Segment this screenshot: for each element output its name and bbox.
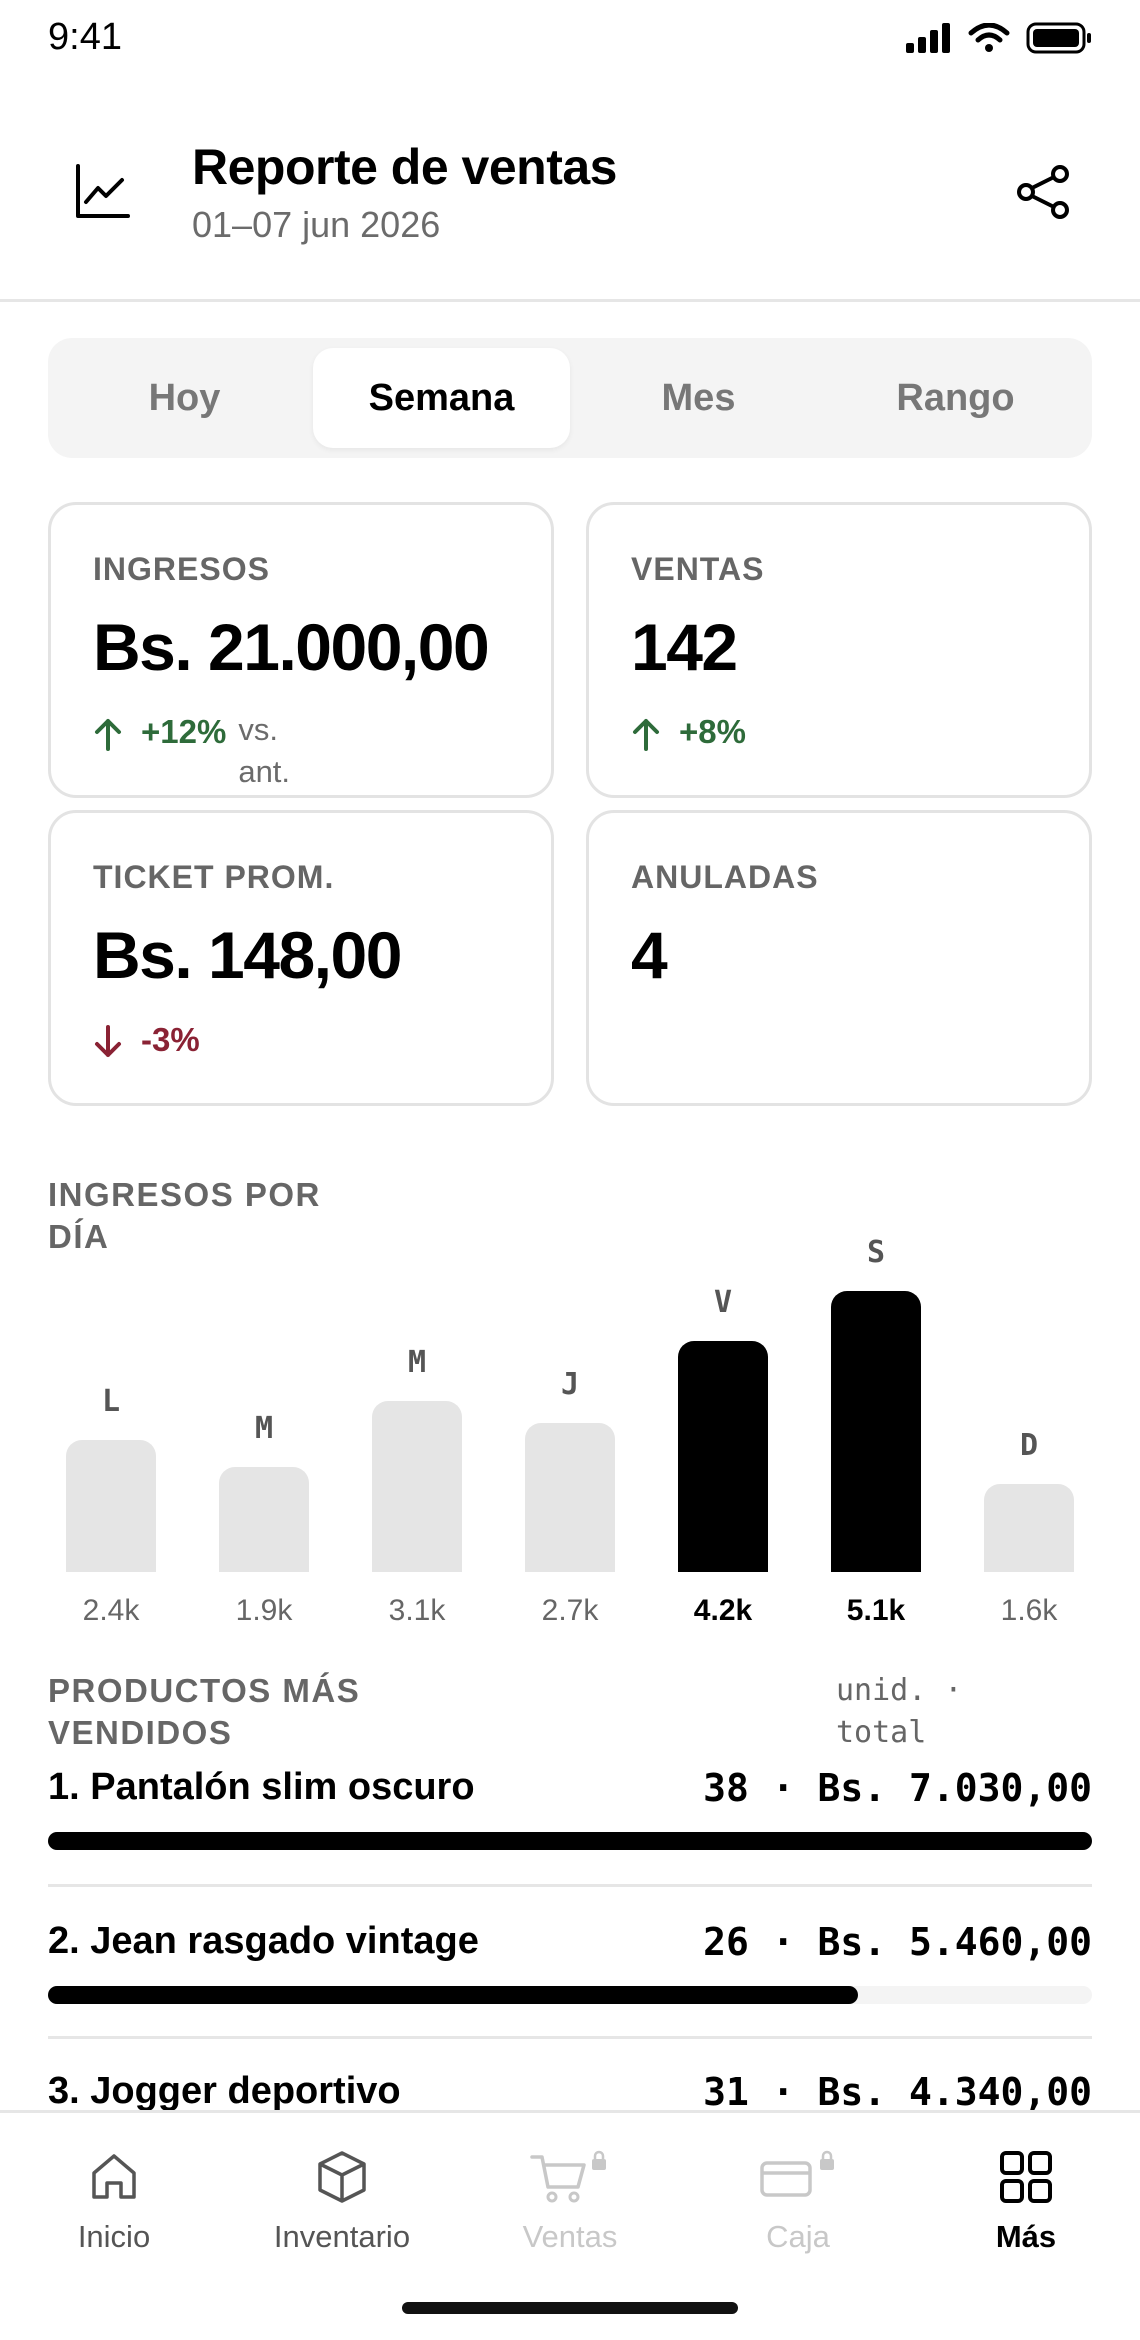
app-header: Reporte de ventas 01–07 jun 2026 [0, 120, 1140, 302]
bottom-tab-bar: Inicio Inventario Ventas Caja [0, 2110, 1140, 2340]
arrow-down-icon [95, 1025, 121, 1057]
products-title: PRODUCTOS MÁS VENDIDOS [48, 1672, 361, 1751]
kpi-label: INGRESOS [93, 551, 270, 587]
tab-ventas[interactable]: Ventas [456, 2147, 684, 2267]
home-indicator [402, 2302, 738, 2314]
kpi-card-ingresos: INGRESOS Bs. 21.000,00 +12% vs. ant. [48, 502, 554, 798]
kpi-delta: +8% [631, 713, 746, 751]
bar-day-label: S [866, 1235, 886, 1270]
arrow-up-icon [95, 719, 121, 751]
bar-value-label: 2.7k [541, 1594, 599, 1627]
kpi-label: ANULADAS [631, 859, 819, 895]
kpi-value: Bs. 148,00 [93, 918, 402, 992]
tab-label: Inicio [77, 2219, 151, 2254]
bar-day-label: V [713, 1285, 733, 1320]
kpi-delta: +12% vs. ant. [93, 712, 298, 793]
kpi-delta-note: vs. ant. [238, 712, 291, 789]
tab-label: Caja [766, 2219, 830, 2254]
kpi-delta-value: -3% [141, 1021, 200, 1058]
segment-mes[interactable]: Mes [661, 376, 736, 419]
bar-value-label: 3.1k [388, 1594, 446, 1627]
status-bar: 9:41 [0, 0, 1140, 80]
bar-day-label: D [1019, 1428, 1039, 1463]
wifi-icon [968, 23, 1010, 52]
product-name: 1. Pantalón slim oscuro [48, 1766, 475, 1808]
page-title: Reporte de ventas [192, 139, 617, 195]
status-time: 9:41 [48, 16, 122, 58]
divider [48, 1884, 1092, 1887]
bar-value-label: 4.2k [693, 1594, 753, 1627]
tab-label: Más [995, 2219, 1057, 2254]
bar-day-label: J [560, 1367, 580, 1402]
kpi-label: VENTAS [631, 551, 765, 587]
kpi-value: 142 [631, 610, 738, 684]
bar-value-label: 1.6k [1000, 1594, 1058, 1627]
kpi-delta-value: +8% [679, 713, 746, 750]
product-name: 3. Jogger deportivo [48, 2070, 401, 2112]
kpi-delta-value: +12% [141, 713, 227, 750]
tab-mas[interactable]: Más [912, 2147, 1140, 2267]
bar-1 [219, 1467, 309, 1572]
product-bar-track [48, 1986, 1092, 2004]
product-meta: 38 · Bs. 7.030,00 [703, 1766, 1092, 1810]
kpi-value: 4 [631, 918, 668, 992]
segment-hoy[interactable]: Hoy [148, 376, 221, 419]
kpi-delta: -3% [93, 1021, 200, 1059]
date-range: 01–07 jun 2026 [192, 204, 441, 245]
bar-value-label: 5.1k [846, 1594, 906, 1627]
bar-4 [678, 1341, 768, 1572]
box-icon [318, 2151, 366, 2203]
chart-title: INGRESOS POR DÍA [48, 1176, 321, 1255]
bar-value-label: 2.4k [82, 1594, 140, 1627]
bar-day-label: M [407, 1345, 427, 1380]
bar-0 [66, 1440, 156, 1572]
bar-6 [984, 1484, 1074, 1572]
share-icon[interactable] [1012, 160, 1076, 224]
product-name: 2. Jean rasgado vintage [48, 1920, 479, 1962]
line-chart-icon [76, 164, 130, 218]
product-meta: 31 · Bs. 4.340,00 [703, 2070, 1092, 2114]
product-bar-track [48, 1832, 1092, 1850]
tab-label: Ventas [522, 2219, 618, 2254]
cart-locked-icon [530, 2150, 606, 2203]
segment-semana[interactable]: Semana [313, 348, 570, 448]
grid-icon [1000, 2151, 1052, 2203]
arrow-up-icon [633, 719, 659, 751]
cellular-signal-icon [906, 23, 950, 53]
bar-5 [831, 1291, 921, 1572]
column-hint: unid. · total [836, 1673, 963, 1750]
bar-3 [525, 1423, 615, 1572]
tab-label: Inventario [273, 2219, 411, 2254]
kpi-card-anuladas: ANULADAS 4 [586, 810, 1092, 1106]
tab-caja[interactable]: Caja [684, 2147, 912, 2267]
card-locked-icon [760, 2150, 834, 2197]
home-icon [92, 2154, 136, 2199]
bar-2 [372, 1401, 462, 1572]
product-meta: 26 · Bs. 5.460,00 [703, 1920, 1092, 1964]
bar-day-label: L [101, 1384, 121, 1419]
kpi-card-ventas: VENTAS 142 +8% [586, 502, 1092, 798]
status-icons [906, 22, 1092, 54]
period-selector: Hoy Semana Mes Rango [48, 338, 1092, 458]
daily-revenue-chart: L 2.4k M 1.9k M 3.1k J 2.7k V 4.2k S 5.1k D 1.6k [0, 1230, 1140, 1650]
product-bar-fill [48, 1832, 1092, 1850]
kpi-label: TICKET PROM. [93, 859, 335, 895]
kpi-card-ticket: TICKET PROM. Bs. 148,00 -3% [48, 810, 554, 1106]
product-bar-fill [48, 1986, 858, 2004]
battery-icon [1026, 22, 1091, 54]
segment-rango[interactable]: Rango [896, 376, 1015, 419]
kpi-value: Bs. 21.000,00 [93, 610, 490, 684]
divider [48, 2036, 1092, 2039]
tab-inicio[interactable]: Inicio [0, 2147, 228, 2267]
bar-day-label: M [254, 1411, 274, 1446]
bar-value-label: 1.9k [235, 1594, 293, 1627]
tab-inventario[interactable]: Inventario [228, 2147, 456, 2267]
